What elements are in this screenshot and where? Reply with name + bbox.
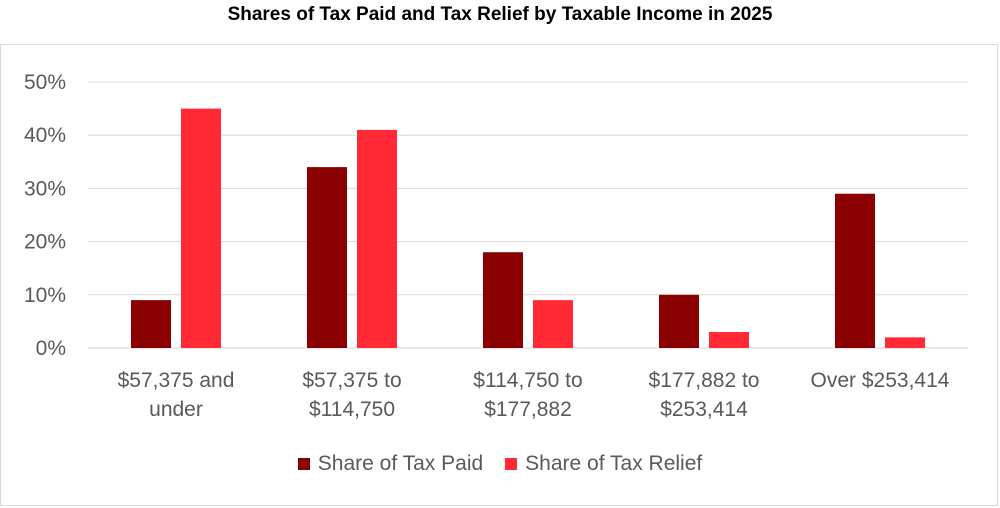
legend-item-tax-relief: Share of Tax Relief bbox=[505, 452, 702, 476]
legend-swatch-tax-paid bbox=[297, 458, 310, 470]
chart-title: Shares of Tax Paid and Tax Relief by Tax… bbox=[227, 4, 773, 25]
bar-tax-relief bbox=[533, 300, 573, 348]
y-tick-label: 50% bbox=[24, 71, 66, 94]
legend-label-tax-paid: Share of Tax Paid bbox=[317, 452, 484, 475]
bar-tax-relief bbox=[709, 332, 749, 348]
legend-swatch-tax-relief bbox=[505, 458, 518, 470]
x-tick-label: Over $253,414 bbox=[811, 369, 950, 392]
legend-label-tax-relief: Share of Tax Relief bbox=[525, 452, 703, 475]
x-tick-label: $114,750 to bbox=[473, 369, 582, 392]
bar-tax-relief bbox=[885, 337, 925, 348]
x-tick-label: $57,375 to bbox=[302, 369, 401, 392]
x-tick-label: $177,882 to bbox=[649, 369, 760, 392]
y-tick-label: 30% bbox=[24, 177, 66, 200]
bar-tax-paid bbox=[835, 193, 875, 348]
y-tick-label: 40% bbox=[24, 124, 66, 147]
y-tick-label: 0% bbox=[36, 337, 66, 360]
x-tick-label: under bbox=[149, 398, 203, 421]
x-tick-label: $57,375 and bbox=[118, 369, 235, 392]
legend-item-tax-paid: Share of Tax Paid bbox=[297, 452, 484, 476]
bar-tax-paid bbox=[659, 294, 699, 348]
y-tick-label: 20% bbox=[24, 231, 66, 254]
chart-legend: Share of Tax Paid Share of Tax Relief bbox=[0, 452, 1000, 476]
bar-tax-paid bbox=[131, 300, 171, 348]
x-tick-label: $114,750 bbox=[309, 398, 395, 421]
y-tick-label: 10% bbox=[24, 284, 66, 307]
chart-frame bbox=[0, 44, 998, 506]
bar-tax-paid bbox=[483, 252, 523, 348]
bar-tax-paid bbox=[307, 167, 347, 348]
x-tick-label: $177,882 bbox=[484, 398, 572, 421]
bar-tax-relief bbox=[357, 129, 397, 348]
x-tick-label: $253,414 bbox=[660, 398, 748, 421]
bar-tax-relief bbox=[181, 108, 221, 348]
